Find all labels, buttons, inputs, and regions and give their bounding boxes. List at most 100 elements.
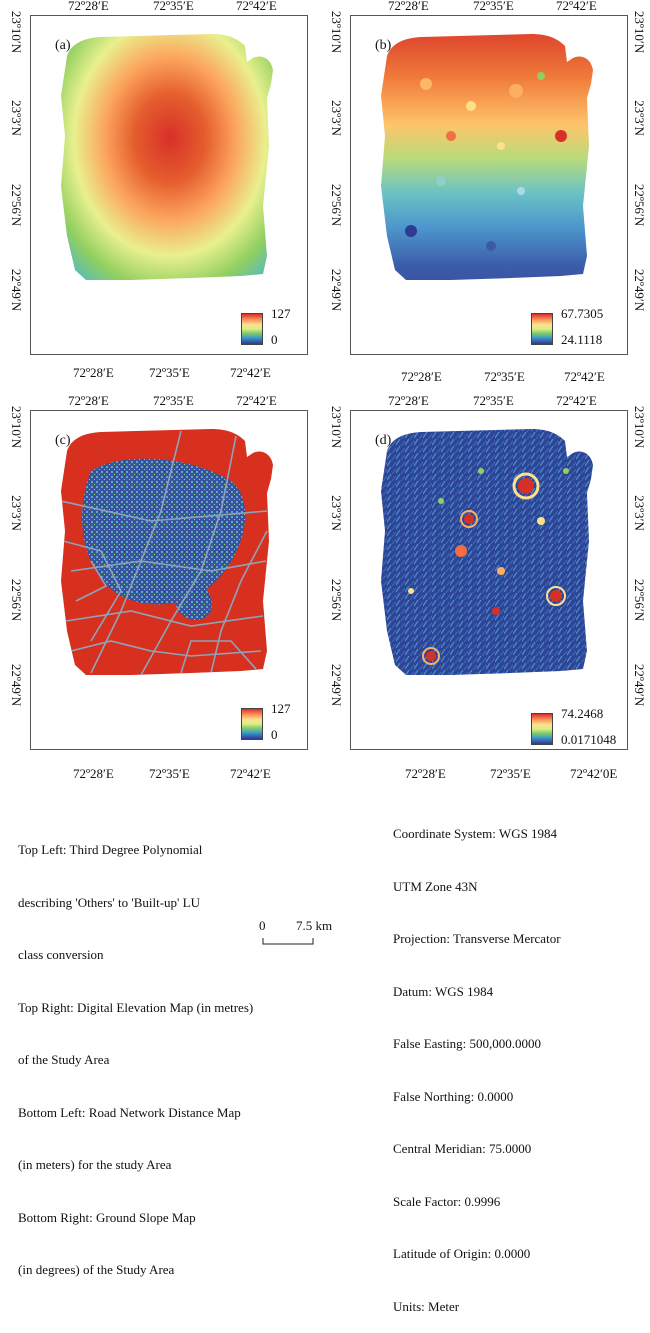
lat-tick-left: 22º49′N <box>9 663 24 707</box>
lat-tick-right: 23º3′N <box>632 495 647 531</box>
caption-line: Central Meridian: 75.0000 <box>393 1141 532 1156</box>
legend-max: 74.2468 <box>561 706 604 721</box>
caption-line: Coordinate System: WGS 1984 <box>393 826 558 841</box>
lat-tick-left: 23º10′N <box>329 405 344 449</box>
lat-tick-right: 23º10′N <box>632 405 647 449</box>
lon-tick-bottom: 72º28′E <box>73 365 114 380</box>
caption-line: Top Left: Third Degree Polynomial <box>18 842 203 857</box>
caption-right: Coordinate System: WGS 1984 UTM Zone 43N… <box>393 790 561 1333</box>
road-distance-map <box>61 429 273 675</box>
lat-tick-right: 23º10′N <box>632 10 647 54</box>
lon-tick-top: 72º42′E <box>556 0 597 13</box>
lat-tick-left: 23º3′N <box>9 100 24 136</box>
caption-line: of the Study Area <box>18 1052 110 1067</box>
lon-tick-bottom: 72º35′E <box>484 369 525 384</box>
panel-b: 72º28′E 72º35′E 72º42′E 23º10′N 23º3′N 2… <box>329 0 647 355</box>
legend-color-ramp <box>241 708 263 740</box>
legend-max: 67.7305 <box>561 306 604 321</box>
caption-line: (in degrees) of the Study Area <box>18 1262 175 1277</box>
scale-bar: 0 7.5 km <box>258 918 348 948</box>
lat-tick-left: 23º10′N <box>9 405 24 449</box>
caption-line: Datum: WGS 1984 <box>393 983 494 999</box>
map-frame: (b) 67.7305 24.1118 <box>350 15 628 355</box>
lon-tick-bottom: 72º35′E <box>149 766 190 781</box>
caption-line: class conversion <box>18 947 104 962</box>
lat-tick-left: 23º3′N <box>329 495 344 531</box>
lat-tick-left: 22º49′N <box>329 268 344 312</box>
lon-tick-bottom: 72º35′E <box>490 766 531 781</box>
lat-tick-left: 23º10′N <box>9 10 24 54</box>
caption-line: Bottom Left: Road Network Distance Map <box>18 1104 241 1120</box>
panel-label: (b) <box>375 38 392 53</box>
caption-left: Top Left: Third Degree Polynomial descri… <box>18 806 253 1296</box>
lat-tick-right: 22º49′N <box>632 268 647 312</box>
lon-tick-bottom: 72º28′E <box>73 766 114 781</box>
legend-color-ramp <box>531 713 553 745</box>
legend-min: 24.1118 <box>561 332 603 347</box>
lat-tick-right: 22º49′N <box>632 663 647 707</box>
elevation-map <box>381 34 593 280</box>
lon-tick-bottom: 72º42′0E <box>570 766 618 781</box>
lon-tick-top: 72º28′E <box>388 0 429 13</box>
lon-tick-top: 72º42′E <box>556 393 597 408</box>
lon-tick-top: 72º28′E <box>68 0 109 13</box>
lat-tick-left: 23º10′N <box>329 10 344 54</box>
lon-tick-bottom: 72º42′E <box>564 369 605 384</box>
caption-line: Top Right: Digital Elevation Map (in met… <box>18 999 254 1015</box>
lon-tick-top: 72º35′E <box>473 393 514 408</box>
lat-tick-left: 22º56′N <box>9 578 24 622</box>
scale-bar-line <box>262 938 314 945</box>
lat-tick-left: 23º3′N <box>329 100 344 136</box>
lon-tick-bottom: 72º42′E <box>230 766 271 781</box>
slope-map <box>381 429 593 675</box>
legend-max: 127 <box>271 306 291 321</box>
lat-tick-left: 22º56′N <box>329 578 344 622</box>
caption-line: Projection: Transverse Mercator <box>393 931 561 946</box>
lat-tick-left: 22º49′N <box>9 268 24 312</box>
lat-tick-left: 22º56′N <box>329 183 344 227</box>
panel-d: 72º28′E 72º35′E 72º42′E 23º10′N 23º3′N 2… <box>329 393 647 750</box>
caption-line: False Easting: 500,000.0000 <box>393 1036 542 1051</box>
lon-tick-top: 72º35′E <box>473 0 514 13</box>
lat-tick-right: 22º56′N <box>632 183 647 227</box>
lon-tick-bottom: 72º28′E <box>401 369 442 384</box>
legend-color-ramp <box>531 313 553 345</box>
lat-tick-right: 23º3′N <box>632 100 647 136</box>
map-frame: (d) 74.2468 0.0171048 <box>350 410 628 750</box>
caption-line: Latitude of Origin: 0.0000 <box>393 1246 531 1261</box>
lon-tick-bottom: 72º42′E <box>230 365 271 380</box>
caption-line: Scale Factor: 0.9996 <box>393 1193 501 1209</box>
legend-min: 0.0171048 <box>561 732 617 747</box>
legend-color-ramp <box>241 313 263 345</box>
panel-a: 72º28′E 72º35′E 72º42′E 23º10′N 23º3′N 2… <box>9 0 313 355</box>
caption-line: describing 'Others' to 'Built-up' LU <box>18 894 200 910</box>
lon-tick-bottom: 72º28′E <box>405 766 446 781</box>
panel-label: (c) <box>55 433 71 448</box>
lon-tick-bottom: 72º35′E <box>149 365 190 380</box>
caption-line: False Northing: 0.0000 <box>393 1088 514 1104</box>
lon-tick-top: 72º42′E <box>236 393 277 408</box>
panel-label: (d) <box>375 433 392 448</box>
caption-line: Bottom Right: Ground Slope Map <box>18 1209 196 1225</box>
scale-end-label: 7.5 km <box>296 918 333 933</box>
legend-min: 0 <box>271 332 278 347</box>
lat-tick-left: 23º3′N <box>9 495 24 531</box>
lon-tick-top: 72º35′E <box>153 0 194 13</box>
lat-tick-right: 22º56′N <box>632 578 647 622</box>
lat-tick-left: 22º49′N <box>329 663 344 707</box>
caption-line: (in meters) for the study Area <box>18 1157 172 1172</box>
lat-tick-left: 22º56′N <box>9 183 24 227</box>
caption-line: UTM Zone 43N <box>393 878 478 894</box>
legend-min: 0 <box>271 727 278 742</box>
lon-tick-top: 72º28′E <box>68 393 109 408</box>
legend-max: 127 <box>271 701 291 716</box>
panel-label: (a) <box>55 38 71 53</box>
polynomial-surface-map <box>61 34 273 280</box>
caption-line: Units: Meter <box>393 1298 460 1314</box>
map-frame: (a) 127 0 <box>30 15 308 355</box>
lon-tick-top: 72º35′E <box>153 393 194 408</box>
map-frame: (c) 127 0 <box>30 410 308 750</box>
lon-tick-top: 72º28′E <box>388 393 429 408</box>
panel-c: 72º28′E 72º35′E 72º42′E 23º10′N 23º3′N 2… <box>9 393 313 750</box>
lon-tick-top: 72º42′E <box>236 0 277 13</box>
